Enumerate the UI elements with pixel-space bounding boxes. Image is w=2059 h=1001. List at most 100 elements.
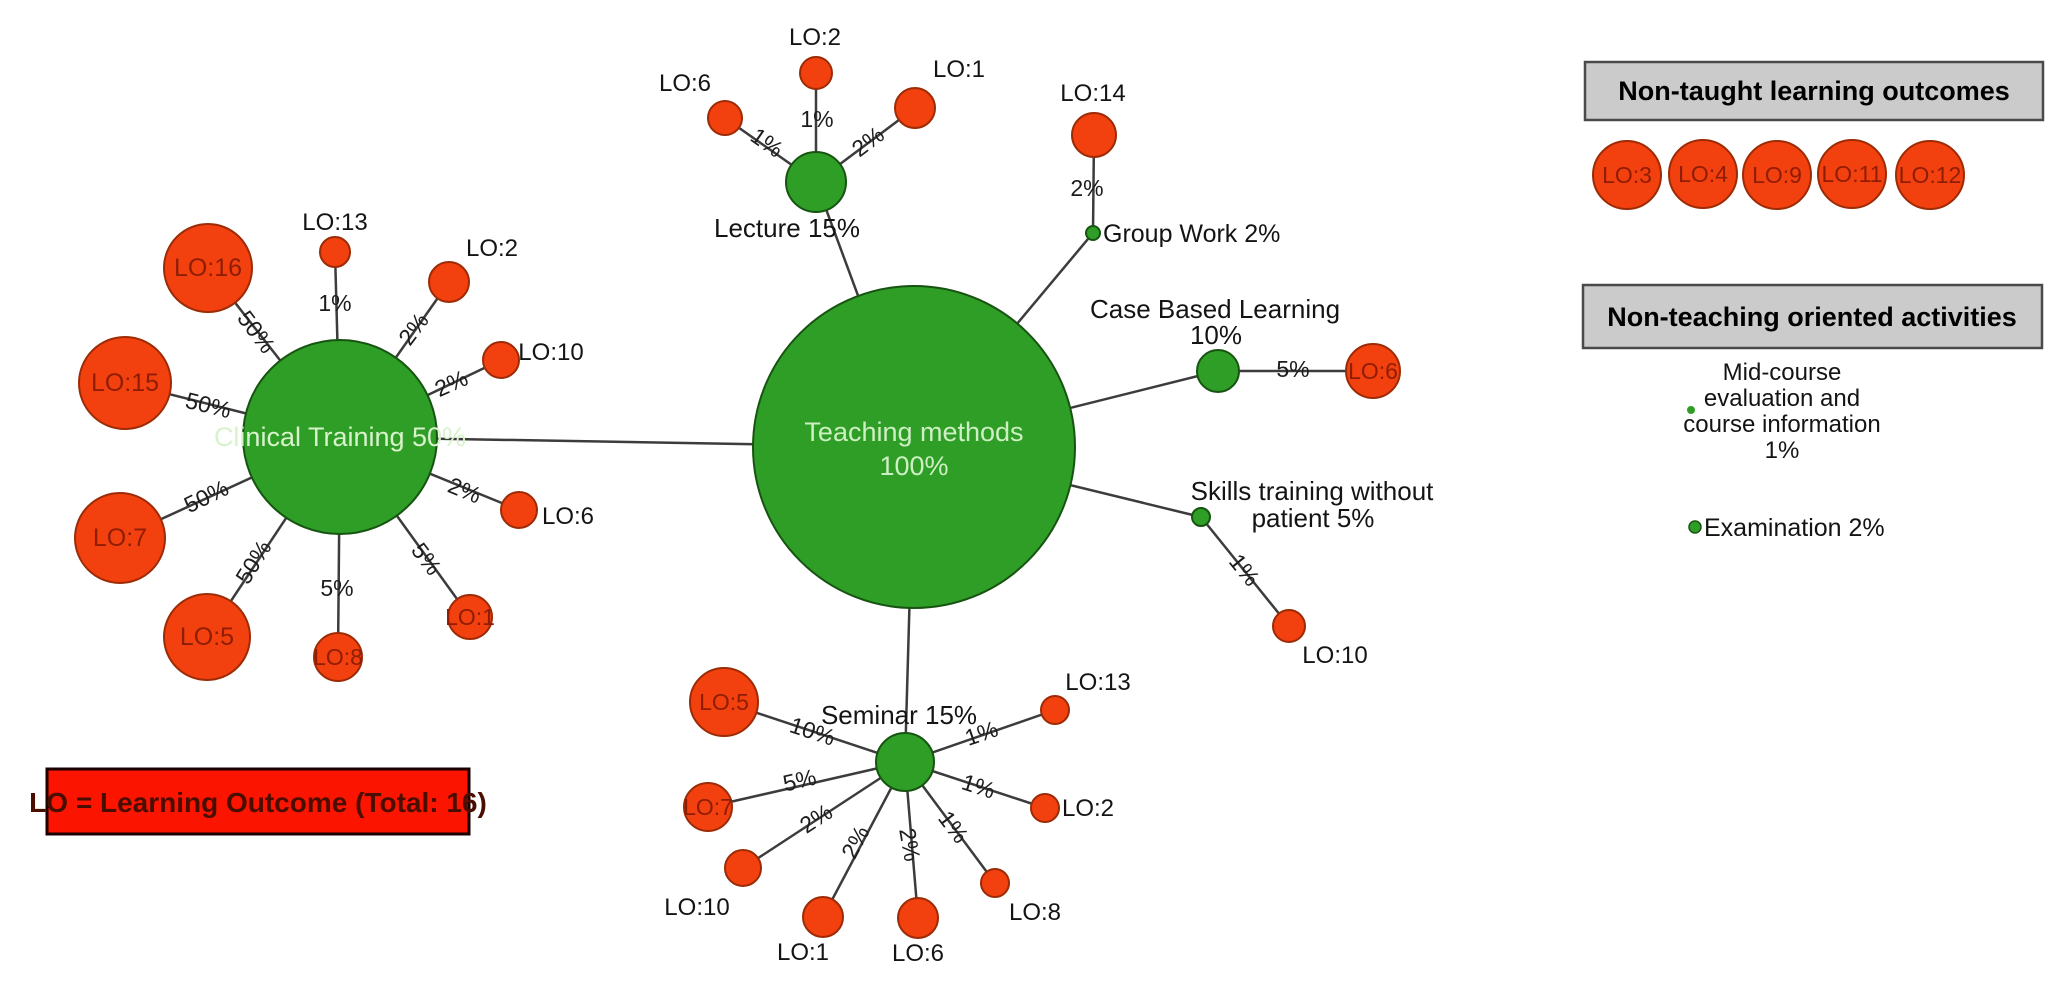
clinical-lo13-pct: 1% [318,290,351,316]
edge-seminar-lo7 [707,760,906,809]
lecture-lo6-circle [707,100,743,136]
teaching-methods-circle [752,285,1076,609]
panel-non-taught: Non-taught learning outcomes LO:3 LO:4 L… [1583,60,2045,210]
clinical-lo1-label: LO:1 [445,604,495,630]
seminar-lo6-pct: 2% [894,826,925,863]
examination-label: Examination 2% [1704,514,1885,542]
seminar-lo10-circle [724,849,762,887]
edge-seminar-lo10 [742,760,906,870]
clinical-lo6-label: LO:6 [542,503,594,530]
clinical-lo1-pct: 5% [406,538,447,580]
clinical-lo10-circle [482,341,520,379]
cluster-group-work: Group Work 2% LO:14 2% [1060,80,1280,248]
clinical-lo6-circle [500,491,538,529]
non-taught-lo11-circle [1817,139,1887,209]
seminar-lo6-label: LO:6 [892,940,944,967]
case-based-title: Case Based Learning [1090,294,1340,324]
seminar-lo8-pct: 1% [933,806,974,848]
clinical-training-label: Clinical Training 50% [214,422,466,452]
seminar-lo13-circle [1040,695,1070,725]
groupwork-lo14-pct: 2% [1070,175,1103,201]
clinical-lo15-pct: 50% [183,387,234,423]
non-taught-lo3-circle [1592,140,1662,210]
non-taught-lo9-label: LO:9 [1752,162,1802,188]
seminar-lo10-label: LO:10 [664,894,729,921]
skills-training-title-line1: Skills training without [1191,476,1435,506]
seminar-lo8-circle [980,868,1010,898]
non-taught-lo9-circle [1742,140,1812,210]
lecture-lo1-circle [894,87,936,129]
lecture-label: Lecture 15% [714,213,860,243]
clinical-lo8-circle [313,632,363,682]
seminar-lo2-label: LO:2 [1062,795,1114,822]
skills-lo10-label: LO:10 [1302,642,1367,669]
skills-lo10-circle [1272,609,1306,643]
seminar-lo10-pct: 2% [795,798,837,838]
seminar-lo2-pct: 1% [959,769,999,804]
clinical-lo7-label: LO:7 [93,524,147,552]
clinical-lo8-pct: 5% [320,575,353,601]
seminar-circle [875,732,935,792]
clinical-lo10-label: LO:10 [518,339,583,366]
non-taught-lo3-label: LO:3 [1602,162,1652,188]
clinical-training-circle [242,339,438,535]
clinical-lo8-label: LO:8 [313,644,363,670]
seminar-lo1-circle [802,896,844,938]
casebased-lo6-pct: 5% [1276,356,1309,382]
non-taught-title: Non-taught learning outcomes [1618,76,2010,106]
clinical-lo2-label: LO:2 [466,235,518,262]
mid-course-line1: Mid-course [1723,359,1842,386]
clinical-lo5-label: LO:5 [180,623,234,651]
legend-label: LO = Learning Outcome (Total: 16) [29,787,487,818]
cluster-case-based: Case Based Learning 10% LO:6 5% [1090,294,1401,399]
casebased-lo6-label: LO:6 [1348,358,1398,384]
group-work-dot [1085,225,1101,241]
lecture-lo2-circle [799,56,833,90]
clinical-lo13-label: LO:13 [302,209,367,236]
clinical-lo15-circle [78,336,172,430]
non-teaching-title: Non-teaching oriented activities [1607,302,2017,332]
seminar-label: Seminar 15% [821,700,977,730]
lecture-lo2-label: LO:2 [789,24,841,51]
mid-course-line3: course information [1683,411,1880,438]
groupwork-lo14-label: LO:14 [1060,80,1125,107]
node-teaching-methods: Teaching methods 100% [752,285,1076,609]
clinical-lo16-label: LO:16 [174,254,242,282]
clinical-lo5-circle [163,593,251,681]
non-taught-header-box [1583,60,2045,122]
clinical-lo2-circle [428,261,470,303]
group-work-label: Group Work 2% [1103,220,1280,248]
mid-course-dot [1687,406,1695,414]
seminar-lo6-circle [897,897,939,939]
mid-course-line4: 1% [1765,437,1800,464]
seminar-lo8-label: LO:8 [1009,899,1061,926]
casebased-lo6-circle [1345,343,1401,399]
non-taught-lo4-circle [1668,139,1738,209]
clinical-lo6-pct: 2% [444,472,485,509]
edge-skills-lo10 [1200,516,1290,627]
panel-non-teaching: Non-teaching oriented activities Mid-cou… [1581,283,2044,542]
non-taught-lo12-circle [1895,140,1965,210]
lecture-lo6-label: LO:6 [659,70,711,97]
teaching-methods-label-line1: Teaching methods [804,417,1023,447]
case-based-pct: 10% [1190,320,1242,350]
seminar-lo2-circle [1030,793,1060,823]
clinical-lo15-label: LO:15 [91,369,159,397]
clinical-lo1-circle [447,594,493,640]
non-taught-lo4-label: LO:4 [1678,161,1728,187]
non-teaching-header-box [1581,283,2044,350]
non-taught-lo11-label: LO:11 [1822,161,1883,187]
seminar-lo5-circle [689,667,759,737]
lecture-lo2-pct: 1% [800,106,833,132]
legend-red-box [45,767,471,836]
examination-dot [1688,520,1702,534]
cluster-skills-training: Skills training without patient 5% LO:10… [1191,476,1435,669]
seminar-lo5-label: LO:5 [699,689,749,715]
lecture-lo1-label: LO:1 [933,56,985,83]
seminar-lo13-label: LO:13 [1065,669,1130,696]
seminar-lo7-pct: 5% [780,764,818,797]
case-based-circle [1196,349,1240,393]
non-taught-lo12-label: LO:12 [1899,162,1962,188]
clinical-lo10-pct: 2% [431,365,472,402]
